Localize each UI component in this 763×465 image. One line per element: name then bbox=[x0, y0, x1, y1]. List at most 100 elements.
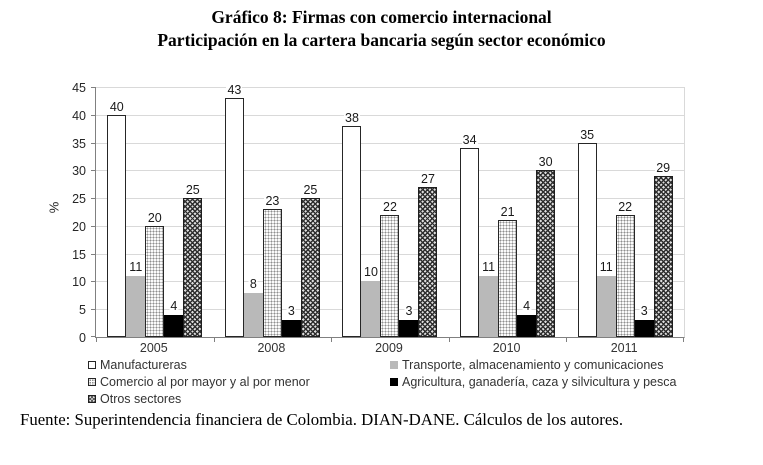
grid-line bbox=[96, 87, 684, 88]
legend-swatch bbox=[88, 361, 96, 369]
x-axis-tick bbox=[566, 337, 568, 342]
legend-label: Agricultura, ganadería, caza y silvicult… bbox=[402, 375, 677, 389]
grid-line bbox=[96, 198, 684, 200]
bar-value-label: 25 bbox=[302, 183, 319, 198]
bar-value-label: 38 bbox=[344, 110, 360, 125]
y-axis-tick-label: 40 bbox=[72, 108, 86, 123]
y-axis-tick-label: 10 bbox=[72, 275, 86, 290]
bar: 40 bbox=[107, 99, 127, 337]
grid-line bbox=[96, 170, 684, 172]
y-axis-tick bbox=[91, 281, 96, 283]
legend-swatch bbox=[88, 378, 96, 386]
y-axis-tick bbox=[91, 142, 96, 144]
y-axis-tick bbox=[91, 87, 96, 88]
legend-item: Comercio al por mayor y al por menor bbox=[88, 374, 390, 390]
bar-value-label: 4 bbox=[522, 298, 532, 313]
bar: 34 bbox=[460, 133, 480, 337]
y-axis-tick bbox=[91, 309, 96, 311]
grid-line bbox=[96, 114, 684, 116]
bar-value-label: 11 bbox=[481, 259, 497, 274]
y-axis-tick-label: 15 bbox=[72, 247, 86, 262]
legend-item: Otros sectores bbox=[88, 391, 390, 407]
x-axis-tick bbox=[683, 337, 684, 342]
legend-label: Transporte, almacenamiento y comunicacio… bbox=[402, 358, 664, 372]
bar-value-label: 34 bbox=[461, 133, 478, 148]
bar: 43 bbox=[224, 83, 244, 337]
y-axis-tick-label: 25 bbox=[72, 192, 86, 207]
bar: 22 bbox=[615, 199, 635, 337]
bar-value-label: 35 bbox=[579, 127, 596, 142]
bar-group-2009: 38 10 22 3 27 bbox=[331, 87, 449, 337]
bar-value-label: 29 bbox=[655, 160, 672, 175]
bar: 30 bbox=[536, 155, 556, 337]
x-axis-tick bbox=[213, 337, 215, 342]
bar: 27 bbox=[418, 172, 438, 337]
chart-title-line2: Participación en la cartera bancaria seg… bbox=[157, 30, 606, 50]
y-axis-tick bbox=[91, 198, 96, 200]
bar-value-label: 3 bbox=[286, 304, 296, 319]
bar: 23 bbox=[262, 194, 282, 337]
bar: 3 bbox=[634, 304, 654, 337]
y-axis-tick-label: 30 bbox=[72, 164, 86, 179]
y-axis-tick-label: 20 bbox=[72, 219, 86, 234]
bar: 3 bbox=[399, 304, 419, 337]
source-note: Fuente: Superintendencia financiera de C… bbox=[20, 410, 624, 429]
legend-swatch bbox=[390, 361, 398, 369]
x-axis-tick-label: 2005 bbox=[139, 341, 168, 355]
bar: 10 bbox=[361, 265, 381, 337]
x-axis-tick bbox=[96, 337, 97, 342]
bar-value-label: 23 bbox=[264, 194, 281, 209]
bar-value-label: 25 bbox=[184, 183, 201, 198]
legend-swatch bbox=[88, 395, 96, 403]
bar-group-2008: 43 8 23 3 25 bbox=[214, 83, 332, 337]
bar-group-2005: 40 11 20 4 25 bbox=[96, 87, 214, 337]
bar: 4 bbox=[517, 298, 537, 337]
x-axis-tick-label: 2008 bbox=[257, 341, 286, 355]
bar: 11 bbox=[596, 259, 616, 337]
bar-value-label: 11 bbox=[128, 259, 144, 274]
bar-value-label: 4 bbox=[169, 298, 179, 313]
bar: 35 bbox=[577, 127, 597, 337]
y-axis-tick bbox=[91, 170, 96, 172]
bar-value-label: 8 bbox=[248, 276, 258, 291]
bar-value-label: 10 bbox=[363, 265, 379, 280]
y-axis-tick bbox=[91, 336, 96, 337]
bar-value-label: 22 bbox=[617, 199, 634, 214]
bar-value-label: 30 bbox=[537, 155, 554, 170]
legend-label: Comercio al por mayor y al por menor bbox=[100, 375, 310, 389]
legend-label: Manufactureras bbox=[100, 358, 187, 372]
y-axis-tick-label: 0 bbox=[79, 331, 86, 345]
legend-label: Otros sectores bbox=[100, 392, 182, 406]
legend-item: Transporte, almacenamiento y comunicacio… bbox=[390, 357, 688, 373]
y-axis-tick bbox=[91, 253, 96, 255]
bar-value-label: 27 bbox=[420, 172, 436, 186]
bar: 22 bbox=[380, 199, 400, 337]
bar: 25 bbox=[300, 183, 320, 337]
bar: 29 bbox=[653, 160, 673, 337]
x-axis-tick-label: 2011 bbox=[610, 341, 638, 355]
x-axis-tick-label: 2010 bbox=[492, 341, 521, 355]
legend-item: Manufactureras bbox=[88, 357, 390, 373]
bar: 38 bbox=[342, 110, 362, 337]
chart-title: Gráfico 8: Firmas con comercio internaci… bbox=[0, 6, 763, 52]
bar: 4 bbox=[164, 298, 184, 337]
bar: 25 bbox=[183, 183, 203, 337]
x-axis-tick-label: 2009 bbox=[375, 341, 403, 355]
bar-value-label: 20 bbox=[146, 210, 163, 225]
y-axis-tick bbox=[91, 114, 96, 116]
bar-value-label: 11 bbox=[598, 259, 614, 274]
x-axis-tick bbox=[331, 337, 333, 342]
bar-value-label: 43 bbox=[226, 83, 243, 98]
bar-value-label: 3 bbox=[639, 304, 649, 319]
y-axis-tick-label: 35 bbox=[72, 136, 86, 151]
chart-title-line1: Gráfico 8: Firmas con comercio internaci… bbox=[211, 7, 552, 27]
bar: 21 bbox=[498, 205, 518, 337]
x-axis-labels: 2005 2008 2009 2010 2011 bbox=[95, 341, 683, 357]
bar: 8 bbox=[243, 276, 263, 337]
bar-value-label: 3 bbox=[404, 304, 414, 319]
bar: 3 bbox=[281, 304, 301, 337]
bar: 11 bbox=[126, 259, 146, 337]
plot-area: 0 5 10 15 20 25 30 35 40 45 40 11 20 4 25 43 8 23 3 25 38 10 2… bbox=[72, 81, 685, 345]
x-axis-tick bbox=[448, 337, 450, 342]
